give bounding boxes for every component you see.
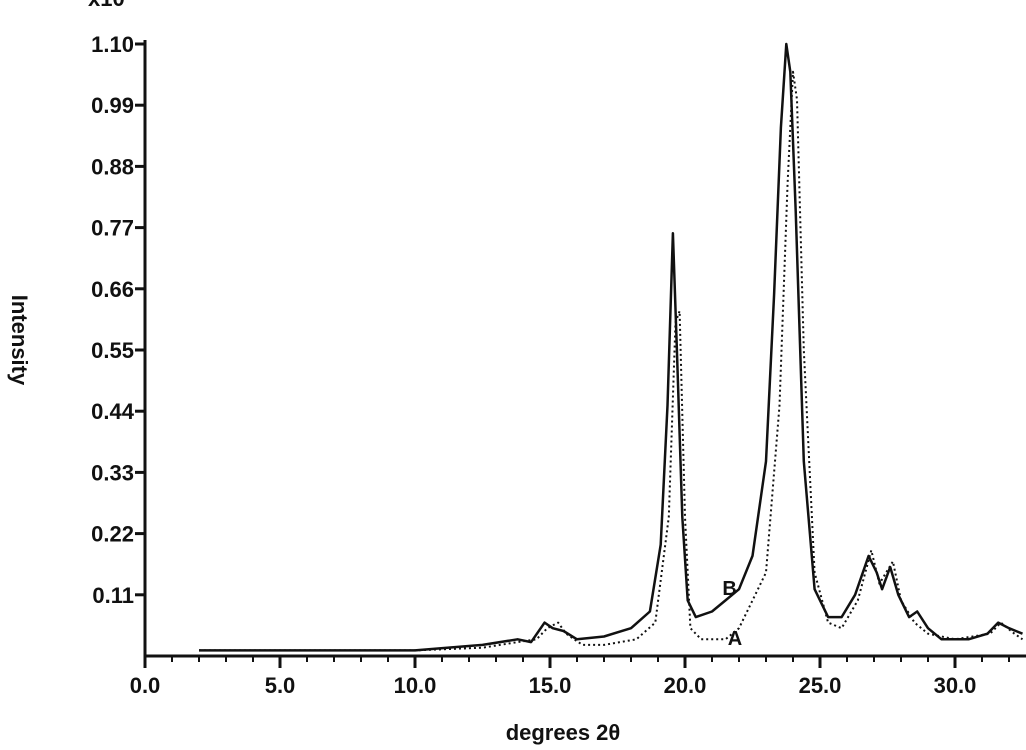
x-ticks: 0.0 5.0 10.0 15.0 20.0 25.0 30.0 [130,656,1010,698]
annotations: BA [722,578,742,650]
y-tick-label: 0.99 [91,93,134,118]
y-tick-label: 0.22 [91,522,134,547]
y-axis-label: Intensity [7,295,32,386]
y-tick-label: 0.55 [91,338,134,363]
y-tick-label: 0.77 [91,216,134,241]
x-tick-label: 30.0 [934,673,977,698]
series-label-a: A [728,628,742,650]
x-tick-label: 0.0 [130,673,161,698]
x-tick-label: 10.0 [394,673,437,698]
series-line-b [199,42,1023,652]
y-multiplier-label: x10 [88,0,125,11]
y-tick-label: 0.11 [92,583,134,608]
y-tick-label: 0.33 [91,460,134,485]
y-tick-label: 0.44 [91,399,135,424]
y-tick-label: 0.88 [91,154,134,179]
series-group [199,42,1024,652]
y-tick-label: 1.10 [91,32,134,57]
x-tick-label: 20.0 [664,673,707,698]
series-label-b: B [722,578,736,600]
x-tick-label: 5.0 [265,673,296,698]
x-tick-label: 25.0 [799,673,842,698]
x-axis-label: degrees 2θ [506,720,621,745]
series-line-a [199,70,1024,652]
y-tick-label: 0.66 [91,277,134,302]
x-tick-label: 15.0 [529,673,572,698]
y-ticks: 0.11 0.22 0.33 0.44 0.55 0.66 0.77 0.88 0.99 1.10 [91,32,145,608]
